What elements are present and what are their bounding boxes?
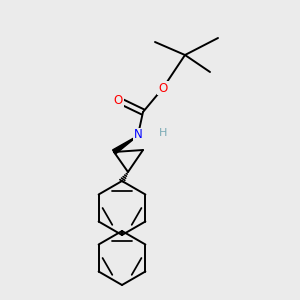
Polygon shape <box>112 135 138 154</box>
Text: H: H <box>159 128 167 138</box>
Text: N: N <box>134 128 142 142</box>
Text: O: O <box>158 82 168 94</box>
Text: O: O <box>113 94 123 106</box>
